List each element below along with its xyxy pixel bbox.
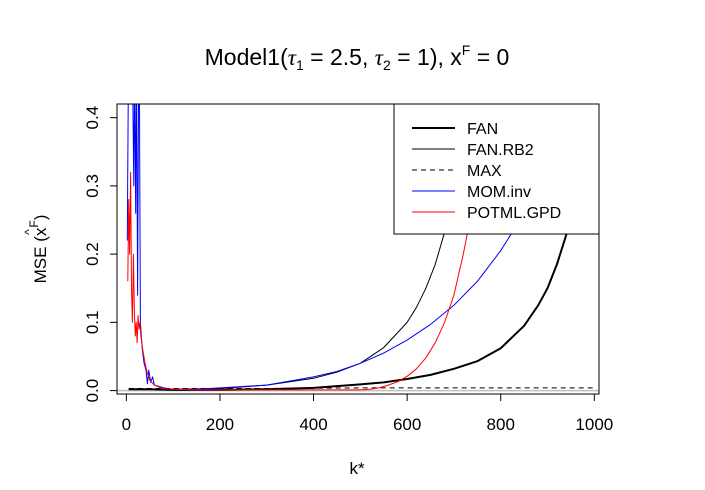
x-tick-label: 800	[487, 415, 515, 434]
legend-label-fan-rb2: FAN.RB2	[467, 142, 534, 159]
x-axis: 0 200 400 600 800 1000	[122, 393, 613, 434]
y-axis-label-hat: ^	[22, 229, 36, 235]
y-tick-label: 0.0	[83, 379, 102, 403]
y-tick-label: 0.2	[83, 242, 102, 266]
x-tick-label: 200	[206, 415, 234, 434]
y-tick-label: 0.1	[83, 311, 102, 335]
chart-title: Model1(τ1 = 2.5, τ2 = 1), xF = 0	[205, 42, 510, 73]
y-axis-label: MSE (xF)	[27, 215, 50, 284]
legend-label-fan: FAN	[467, 121, 498, 138]
y-tick-label: 0.4	[83, 106, 102, 130]
legend-label-potml-gpd: POTML.GPD	[467, 205, 561, 222]
legend-label-mom-inv: MOM.inv	[467, 184, 531, 201]
x-tick-label: 600	[393, 415, 421, 434]
x-tick-label: 1000	[575, 415, 613, 434]
y-tick-label: 0.3	[83, 174, 102, 198]
y-axis: 0.0 0.1 0.2 0.3 0.4	[83, 106, 118, 403]
series-line-mom-inv	[126, 104, 539, 390]
x-axis-label: k*	[349, 459, 365, 478]
x-tick-label: 400	[299, 415, 327, 434]
x-tick-label: 0	[122, 415, 131, 434]
legend: FAN FAN.RB2 MAX MOM.inv POTML.GPD	[393, 103, 600, 235]
legend-label-max: MAX	[467, 163, 502, 180]
series-line-potml-gpd	[127, 171, 474, 391]
